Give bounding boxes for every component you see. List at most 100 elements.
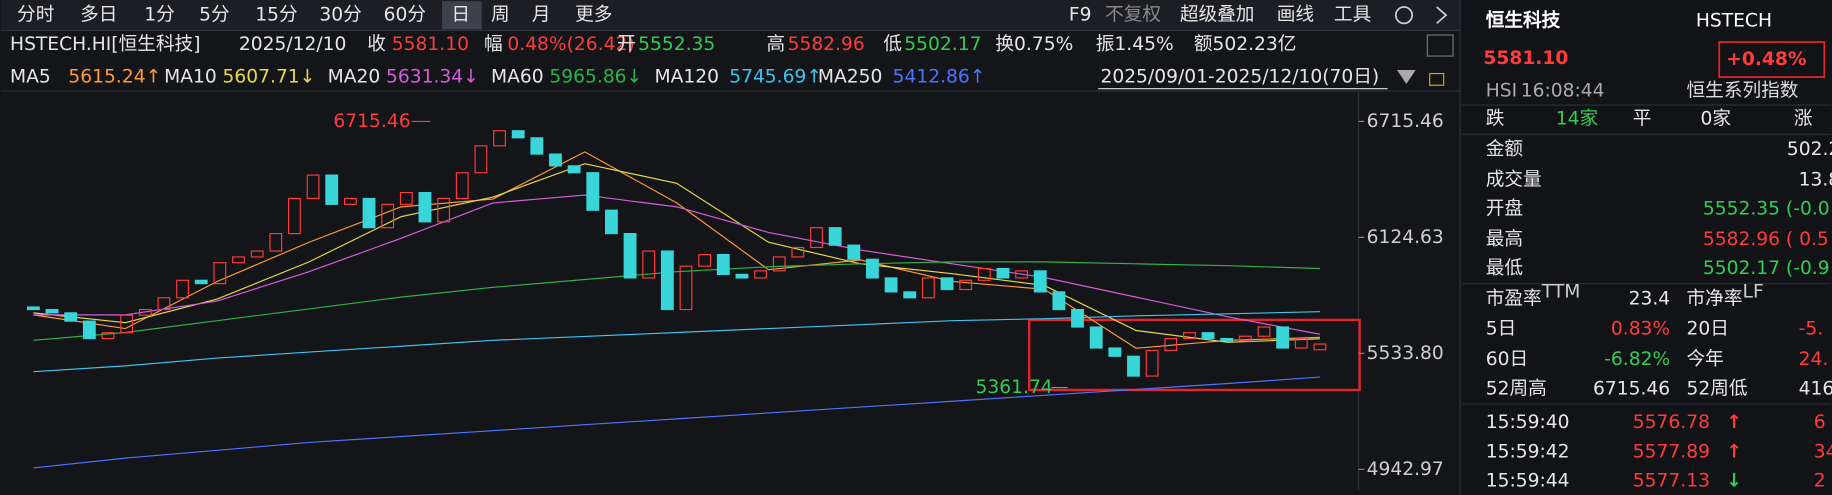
candle: [45, 308, 59, 314]
ma-line: [33, 376, 1320, 469]
tab[interactable]: 月: [532, 5, 551, 26]
candle: [1052, 291, 1066, 311]
date-range[interactable]: 2025/09/01-2025/12/10(70日): [1100, 67, 1379, 88]
tool-button[interactable]: 画线: [1277, 5, 1314, 26]
change-box: [1718, 41, 1826, 78]
stat-label: 52周低: [1687, 378, 1748, 399]
candle: [1257, 326, 1271, 337]
candle: [157, 297, 171, 311]
info-text: 幅: [484, 34, 503, 55]
info-text: 5502.17: [904, 34, 981, 55]
stock-name: 恒生科技: [1486, 10, 1561, 32]
tab[interactable]: 日: [451, 5, 470, 26]
info-text: 0.48%(26.42): [507, 34, 634, 55]
info-text: 低: [883, 34, 902, 55]
ma-line: [33, 311, 1320, 373]
candle: [866, 258, 879, 279]
price-chart: [26, 120, 1365, 470]
ma-line: [33, 194, 1321, 335]
candle: [232, 256, 245, 264]
candle: [1033, 270, 1047, 293]
range-dropdown[interactable]: [1396, 70, 1416, 85]
tab[interactable]: 分时: [17, 5, 54, 26]
tab[interactable]: 1分: [144, 5, 175, 26]
candle: [138, 308, 152, 316]
legend-value: 5412.86↑: [893, 67, 986, 88]
candle: [810, 227, 823, 249]
tool-button[interactable]: 不复权: [1105, 5, 1161, 26]
legend-name: MA20: [328, 67, 381, 88]
info-text: 收: [367, 34, 386, 55]
lock-icon[interactable]: [1429, 72, 1445, 86]
candle: [1145, 349, 1159, 377]
tab[interactable]: 5分: [199, 5, 230, 26]
candle: [437, 197, 451, 223]
ma-line: [33, 163, 1320, 343]
info-text: 开: [617, 34, 636, 55]
trade-price: 5576.78: [1633, 412, 1710, 433]
candle: [1108, 347, 1122, 357]
candle: [26, 306, 40, 311]
row-value: 13.8: [1799, 169, 1832, 190]
candle: [194, 279, 208, 285]
row-value: 5582.96 ( 0.5: [1703, 229, 1829, 250]
candle: [1164, 338, 1178, 351]
stat-value: -6.82%: [1604, 349, 1670, 370]
candle: [884, 277, 898, 293]
info-text: 振1.45%: [1096, 34, 1174, 55]
row-label: 最低: [1486, 258, 1524, 279]
y-tick-label: 5533.80: [1367, 343, 1444, 364]
stat-label: 60日: [1486, 349, 1528, 370]
candle: [530, 137, 544, 155]
stat-label: 今年: [1687, 349, 1724, 370]
candle: [1294, 338, 1308, 349]
tab[interactable]: 周: [491, 5, 510, 26]
tab[interactable]: 60分: [384, 5, 426, 26]
trade-direction: ↑: [1726, 412, 1742, 433]
trade-volume: 6: [1814, 412, 1826, 433]
trade-volume: 34: [1814, 441, 1832, 462]
candle: [847, 244, 861, 260]
y-tick-label: 6715.46: [1367, 111, 1444, 132]
legend-name: MA60: [491, 67, 544, 88]
stat-sup: LF: [1743, 281, 1764, 302]
labels: 分时 多日 1分 5分 15分 30分 60分 日周 月 更多 F9 不复权 超级叠加 画线 工具 HSTEC…: [10, 5, 1832, 492]
trade-volume: 2: [1814, 470, 1826, 491]
stat-value: 23.4: [1629, 288, 1671, 309]
candle: [1015, 270, 1029, 279]
next-icon[interactable]: [1436, 6, 1448, 25]
legend-value: 5631.34↓: [386, 67, 479, 88]
candle: [1313, 343, 1327, 351]
info-text: 5581.10: [392, 34, 469, 55]
row-value: 5552.35 (-0.0: [1703, 198, 1830, 219]
info-text: HSTECH.HI[恒生科技]: [10, 34, 200, 55]
candle: [698, 253, 712, 267]
legend-value: 5745.69↑: [729, 67, 822, 88]
candle: [343, 197, 357, 205]
tab[interactable]: 更多: [575, 5, 612, 26]
y-tick-label: 4942.97: [1367, 459, 1444, 480]
tool-button[interactable]: 超级叠加: [1180, 5, 1255, 26]
legend-name: MA10: [164, 67, 217, 88]
candle: [399, 191, 413, 205]
settings-icon[interactable]: [1394, 6, 1414, 25]
candle: [679, 265, 693, 311]
tool-button[interactable]: F9: [1069, 5, 1092, 26]
breadth: 跌: [1486, 109, 1505, 130]
trade-time: 15:59:44: [1486, 470, 1570, 491]
tool-button[interactable]: 工具: [1334, 5, 1371, 26]
tab[interactable]: 多日: [80, 5, 117, 26]
candle: [772, 256, 786, 272]
ma-line: [33, 151, 1320, 349]
tab[interactable]: 30分: [319, 5, 361, 26]
legend-value: 5965.86↓: [549, 67, 642, 88]
row-value: 5502.17 (-0.9: [1703, 258, 1830, 279]
candle: [791, 246, 805, 258]
candle: [567, 165, 581, 174]
candle: [1089, 326, 1103, 349]
candle: [996, 267, 1010, 279]
stat-label: 20日: [1687, 319, 1729, 340]
tab[interactable]: 15分: [255, 5, 297, 26]
breadth: 14家: [1556, 109, 1599, 130]
